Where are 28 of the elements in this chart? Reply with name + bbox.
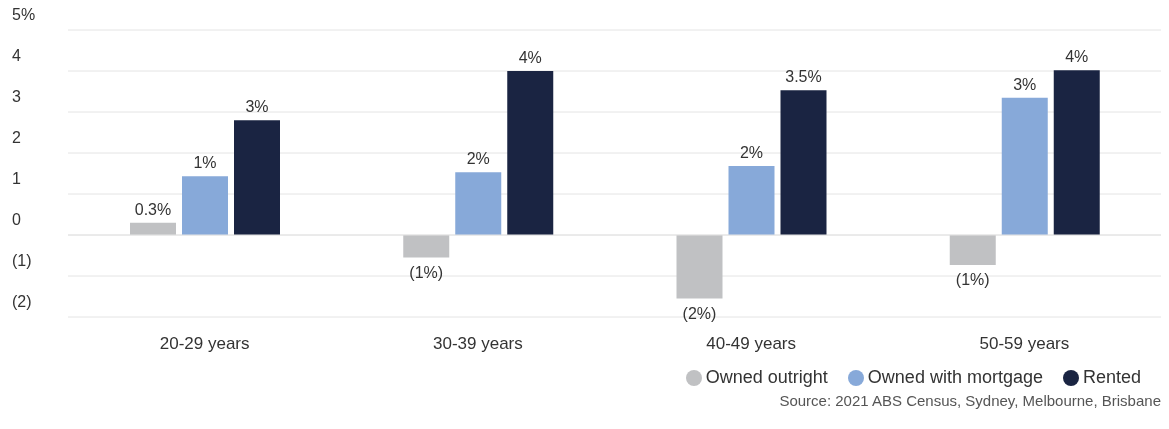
data-label: 3% [1013,75,1037,93]
data-label: 3.5% [785,68,822,86]
legend-label: Owned with mortgage [867,367,1043,387]
y-tick-label: 0 [12,211,21,228]
data-label: (1%) [409,263,444,281]
y-tick-label: 4 [12,47,21,64]
y-tick-label: 1 [12,170,21,187]
data-label: (2%) [682,304,717,322]
legend-label: Owned outright [705,367,828,387]
data-label: 0.3% [134,200,172,218]
x-tick-label: 50-59 years [979,334,1070,354]
data-label: 2% [739,144,764,162]
data-label: 4% [518,49,542,66]
y-tick-label: (1) [12,252,32,269]
x-tick-label: 20-29 years [159,334,250,354]
y-tick-label: 2 [12,129,21,146]
x-tick-label: 40-49 years [706,334,797,354]
data-label: 1% [193,154,217,172]
y-tick-label: 5% [12,6,36,23]
data-label: 2% [466,150,490,168]
y-tick-label: 3 [12,88,21,105]
x-tick-label: 30-39 years [432,334,523,354]
legend-label: Rented [1082,367,1141,387]
source-note: Source: 2021 ABS Census, Sydney, Melbourne, Brisbane [778,392,1161,409]
data-label: 3% [245,98,269,116]
data-label: (1%) [955,270,990,288]
y-tick-label: (2) [12,293,32,310]
data-label: 4% [1065,48,1089,66]
